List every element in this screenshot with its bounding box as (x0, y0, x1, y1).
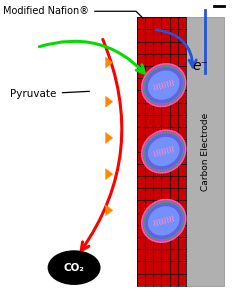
Polygon shape (105, 132, 113, 144)
Ellipse shape (144, 67, 183, 103)
Polygon shape (105, 96, 113, 108)
Polygon shape (105, 57, 113, 68)
Text: Modified Nafion®: Modified Nafion® (3, 6, 143, 18)
Ellipse shape (148, 206, 180, 235)
Bar (186, 17, 225, 286)
Bar (137, 17, 186, 286)
Text: Pyruvate: Pyruvate (10, 89, 89, 99)
FancyArrowPatch shape (156, 30, 196, 67)
Ellipse shape (48, 250, 100, 285)
Ellipse shape (142, 64, 186, 107)
Text: e⁻: e⁻ (192, 58, 208, 72)
Ellipse shape (144, 203, 183, 239)
Ellipse shape (144, 133, 183, 170)
FancyArrowPatch shape (81, 39, 122, 251)
Text: CO₂: CO₂ (64, 263, 84, 273)
Ellipse shape (148, 137, 180, 166)
Polygon shape (105, 168, 113, 180)
Polygon shape (105, 204, 113, 216)
Ellipse shape (142, 199, 186, 242)
Text: Carbon Electrode: Carbon Electrode (201, 112, 210, 191)
Ellipse shape (148, 71, 180, 100)
Ellipse shape (142, 130, 186, 173)
FancyArrowPatch shape (39, 41, 144, 73)
